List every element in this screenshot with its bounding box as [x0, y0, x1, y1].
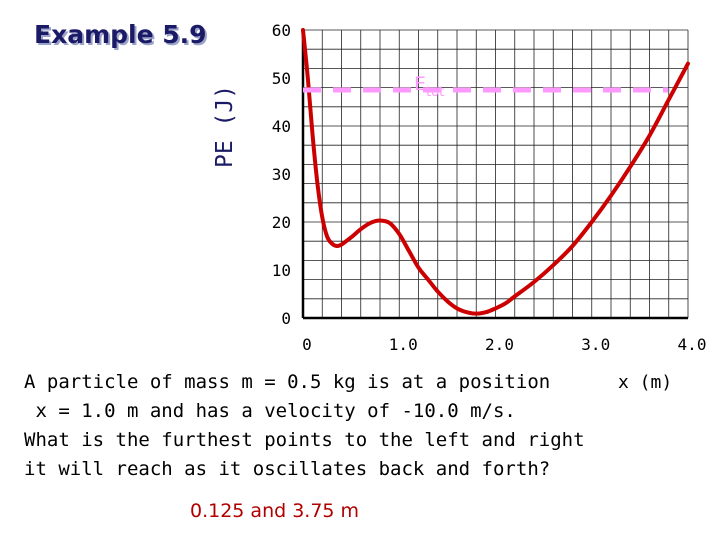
y-tick-labels: 60 50 40 30 20 10 0: [272, 21, 291, 328]
y-tick-label: 20: [272, 213, 291, 232]
x-tick-label: 4.0: [678, 335, 707, 354]
etot-label: Etot: [414, 73, 444, 100]
x-tick-labels: 0 1.0 2.0 3.0 4.0: [302, 335, 706, 354]
etot-label-main: E: [414, 73, 426, 95]
problem-line: it will reach as it oscillates back and …: [24, 458, 551, 480]
problem-line: x = 1.0 m and has a velocity of -10.0 m/…: [24, 400, 516, 422]
problem-statement: A particle of mass m = 0.5 kg is at a po…: [24, 368, 624, 484]
y-tick-label: 0: [281, 309, 291, 328]
y-tick-label: 50: [272, 69, 291, 88]
x-tick-label: 3.0: [581, 335, 610, 354]
axes: [301, 30, 688, 320]
y-tick-label: 40: [272, 117, 291, 136]
y-tick-label: 60: [272, 21, 291, 40]
x-tick-label: 1.0: [389, 335, 418, 354]
grid: [302, 29, 689, 319]
x-axis-label: x (m): [618, 372, 673, 393]
x-tick-label: 0: [302, 335, 312, 354]
x-tick-label: 2.0: [485, 335, 514, 354]
y-axis-label: PE (J): [212, 85, 238, 168]
y-tick-label: 30: [272, 165, 291, 184]
y-tick-label: 10: [272, 261, 291, 280]
etot-label-sub: tot: [426, 85, 444, 100]
problem-line: A particle of mass m = 0.5 kg is at a po…: [24, 371, 551, 393]
example-title: Example 5.9: [34, 20, 207, 49]
pe-curve: [301, 28, 690, 316]
problem-line: What is the furthest points to the left …: [24, 429, 585, 451]
answer-text: 0.125 and 3.75 m: [190, 500, 360, 522]
